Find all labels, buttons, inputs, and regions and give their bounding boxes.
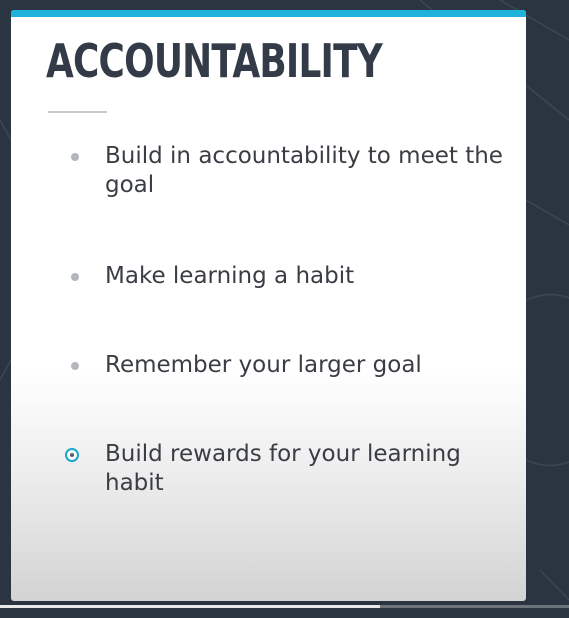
- title-divider: [48, 111, 107, 113]
- bullet-text: Make learning a habit: [105, 263, 355, 289]
- bullet-dot-icon: [71, 362, 79, 370]
- bullet-text: Build in accountability to meet the goal: [105, 143, 503, 198]
- bullet-dot-icon: [71, 273, 79, 281]
- bullet-dot-icon: [71, 153, 79, 161]
- video-progress-bar[interactable]: [0, 605, 569, 608]
- bullet-text: Build rewards for your learning habit: [105, 441, 461, 496]
- slide: ACCOUNTABILITY Build in accountability t…: [11, 10, 526, 601]
- slide-title: ACCOUNTABILITY: [46, 34, 383, 88]
- video-progress-fill: [0, 605, 380, 608]
- slide-accent-bar: [11, 10, 526, 17]
- bullet-active-icon: [65, 448, 79, 462]
- bullet-text: Remember your larger goal: [105, 352, 422, 378]
